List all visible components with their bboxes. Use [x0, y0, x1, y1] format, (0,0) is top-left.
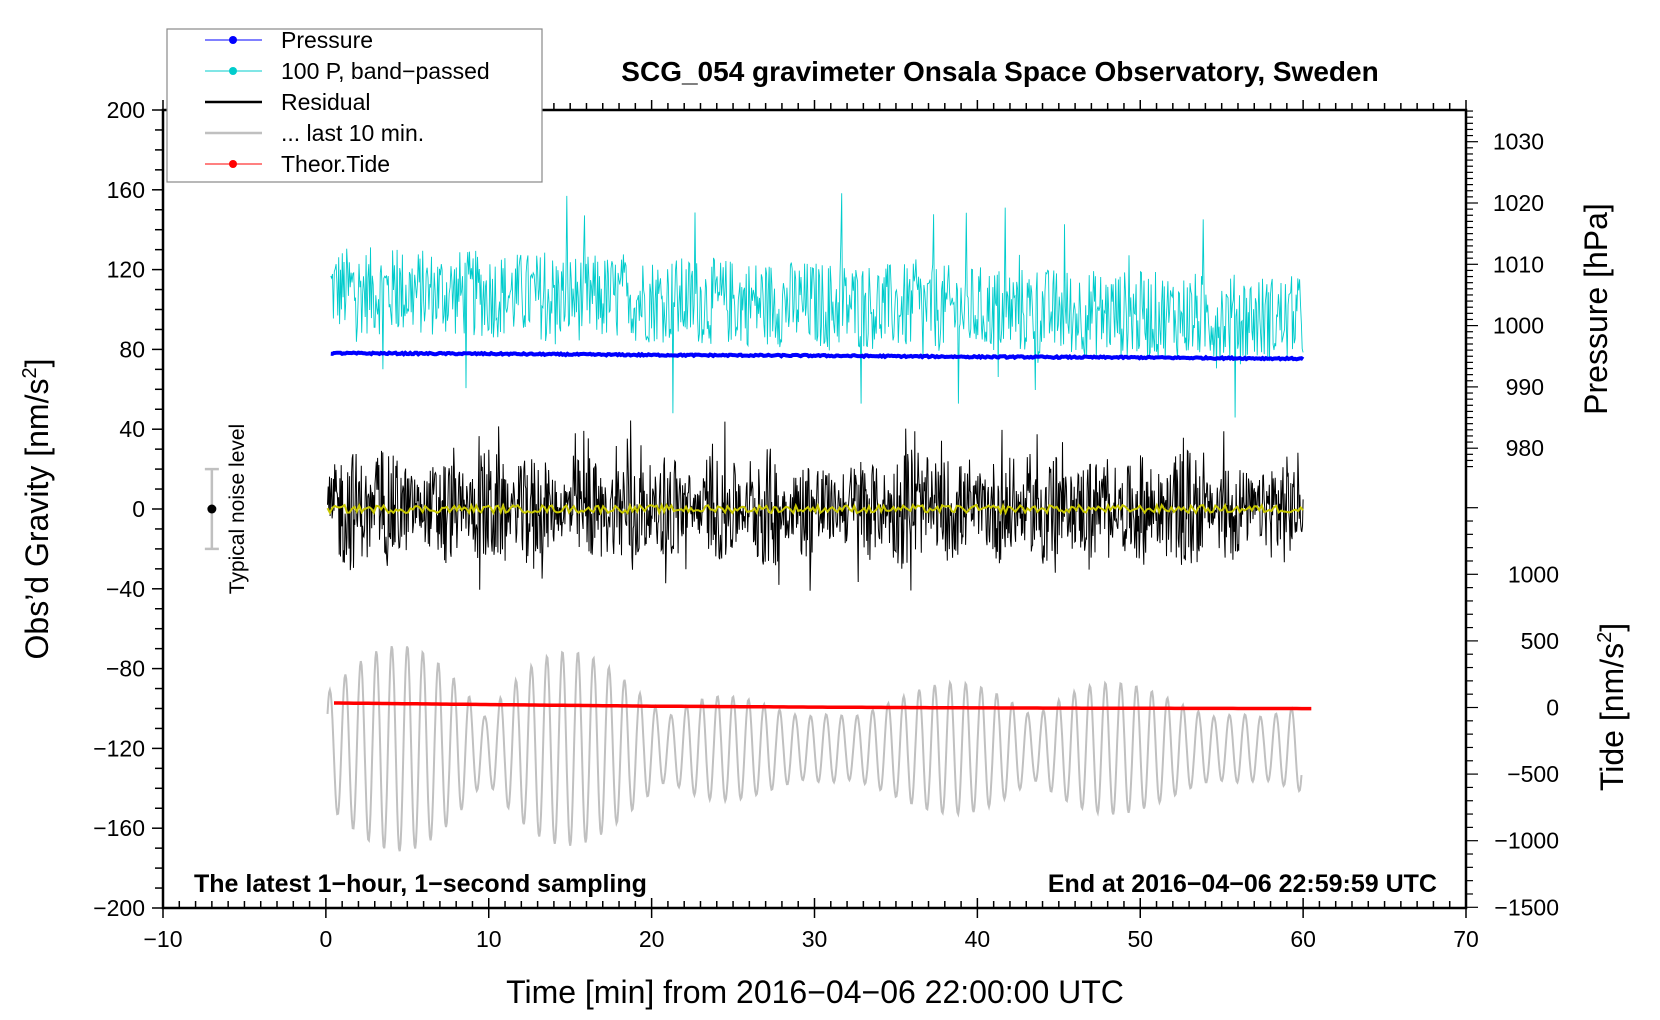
tide-tick-label: 500 — [1521, 628, 1559, 654]
legend-entry: 100 P, band−passed — [205, 58, 490, 84]
legend-label: ... last 10 min. — [281, 120, 424, 146]
x-axis-title: Time [min] from 2016−04−06 22:00:00 UTC — [506, 974, 1124, 1010]
y-axis-title-left: Obs’d Gravity [nm/s2] — [19, 359, 55, 660]
y-tick-label: −200 — [93, 895, 145, 921]
legend: Pressure 100 P, band−passed Residual ... la… — [166, 27, 543, 183]
legend-swatch-marker — [229, 160, 237, 168]
y-tick-label: 40 — [119, 416, 145, 442]
x-tick-label: 10 — [476, 926, 502, 952]
pressure-tick-label: 990 — [1506, 374, 1544, 400]
noise-bar-center-dot — [207, 504, 217, 514]
legend-swatch-marker — [229, 67, 237, 75]
tide-tick-label: 0 — [1546, 695, 1559, 721]
series-band-passed-pressure — [330, 193, 1304, 418]
y-tick-label: 200 — [107, 97, 145, 123]
x-tick-label: −10 — [143, 926, 182, 952]
y-tick-label: −120 — [93, 735, 145, 761]
legend-entry: ... last 10 min. — [205, 120, 424, 146]
y-tick-label: −40 — [106, 576, 145, 602]
series-residual-smoothed — [326, 502, 1304, 516]
y-tick-label: 0 — [132, 496, 145, 522]
noise-bar-label: Typical noise level — [226, 424, 249, 594]
x-tick-label: 40 — [965, 926, 991, 952]
x-tick-label: 0 — [319, 926, 332, 952]
y-tick-label: −160 — [93, 815, 145, 841]
series-last-10-min — [326, 645, 1303, 852]
y-tick-label: 120 — [107, 257, 145, 283]
x-tick-label: 20 — [639, 926, 665, 952]
legend-label: 100 P, band−passed — [281, 58, 490, 84]
x-tick-label: 50 — [1127, 926, 1153, 952]
x-tick-label: 60 — [1290, 926, 1316, 952]
x-tick-label: 30 — [802, 926, 828, 952]
noise-bar: Typical noise level — [204, 424, 249, 594]
tide-tick-label: −500 — [1507, 761, 1559, 787]
legend-entry: Theor.Tide — [205, 151, 390, 177]
pressure-tick-label: 1020 — [1493, 190, 1544, 216]
series-theoretical-tide — [334, 701, 1312, 711]
series-layer — [326, 193, 1312, 852]
chart-title: SCG_054 gravimeter Onsala Space Observat… — [621, 56, 1378, 87]
y-tick-label: 160 — [107, 177, 145, 203]
legend-entry: Pressure — [205, 27, 373, 53]
legend-label: Theor.Tide — [281, 151, 390, 177]
y-axis-title-pressure: Pressure [hPa] — [1578, 203, 1614, 415]
legend-entry: Residual — [205, 89, 371, 115]
annotation-latest-hour: The latest 1−hour, 1−second sampling — [194, 870, 647, 898]
legend-label: Residual — [281, 89, 371, 115]
annotation-end-time: End at 2016−04−06 22:59:59 UTC — [1048, 870, 1437, 898]
series-pressure — [330, 350, 1305, 362]
legend-swatch-marker — [229, 36, 237, 44]
y-tick-label: −80 — [106, 656, 145, 682]
legend-label: Pressure — [281, 27, 373, 53]
y-tick-label: 80 — [119, 336, 145, 362]
pressure-tick-label: 1030 — [1493, 129, 1544, 155]
tide-tick-label: −1500 — [1494, 894, 1559, 920]
x-tick-label: 70 — [1453, 926, 1479, 952]
tide-tick-label: 1000 — [1508, 561, 1559, 587]
pressure-tick-label: 980 — [1506, 435, 1544, 461]
ticks-layer: −10 0 10 20 30 40 50 60 7020016012080400−40−80−1… — [93, 97, 1559, 952]
pressure-tick-label: 1000 — [1493, 313, 1544, 339]
y-axis-title-tide: Tide [nm/s2] — [1594, 623, 1630, 791]
legend-box — [166, 28, 543, 183]
pressure-tick-label: 1010 — [1493, 251, 1544, 277]
tide-tick-label: −1000 — [1494, 828, 1559, 854]
